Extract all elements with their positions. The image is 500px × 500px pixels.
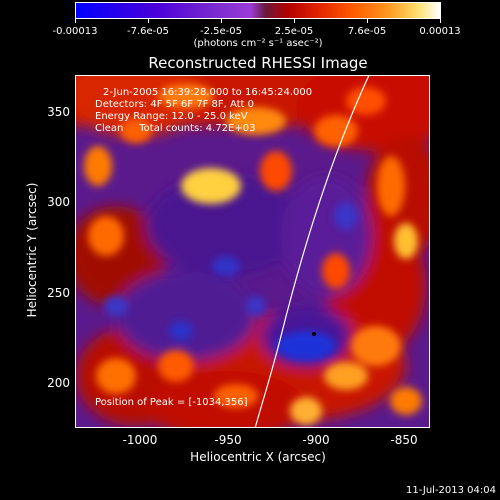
- time-range-line: 2-Jun-2005 16:39:28.000 to 16:45:24.000: [103, 87, 313, 98]
- rhessi-image-panel: [75, 75, 430, 428]
- y-axis-label: Heliocentric Y (arcsec): [25, 182, 39, 318]
- solar-limb-line: [254, 76, 370, 427]
- colorbar-tick-label: 7.6e-05: [347, 26, 387, 37]
- y-tick-label: 250: [47, 286, 70, 300]
- y-tick-label: 300: [47, 195, 70, 209]
- image-title: Reconstructed RHESSI Image: [148, 54, 368, 72]
- x-tick-label: -900: [302, 433, 330, 447]
- rhessi-image: [76, 76, 429, 427]
- colorbar-tick: [294, 19, 295, 23]
- clean-counts-line: Clean Total counts: 4.72E+03: [95, 123, 256, 134]
- colorbar-tick: [367, 19, 368, 23]
- colorbar-unit-label: (photons cm⁻² s⁻¹ asec⁻²): [193, 38, 323, 49]
- colorbar-tick: [75, 19, 76, 23]
- colorbar-tick: [148, 19, 149, 23]
- energy-range-line: Energy Range: 12.0 - 25.0 keV: [95, 111, 248, 122]
- x-axis-label: Heliocentric X (arcsec): [190, 450, 326, 464]
- x-tick-label: -950: [214, 433, 242, 447]
- y-tick-label: 200: [47, 376, 70, 390]
- x-tick-label: -850: [390, 433, 418, 447]
- colorbar-tick: [440, 19, 441, 23]
- colorbar: [75, 2, 441, 19]
- colorbar-tick: [221, 19, 222, 23]
- y-tick-label: 350: [47, 105, 70, 119]
- x-tick-label: -1000: [122, 433, 158, 447]
- colorbar-tick-label: -2.5e-05: [200, 26, 242, 37]
- detectors-line: Detectors: 4F 5F 6F 7F 8F, Att 0: [95, 99, 255, 110]
- peak-marker: [312, 332, 316, 336]
- colorbar-tick-label: 2.5e-05: [274, 26, 314, 37]
- peak-position-label: Position of Peak = [-1034,356]: [95, 397, 248, 408]
- datestamp: 11-Jul-2013 04:04: [405, 485, 496, 496]
- colorbar-tick-label: -7.6e-05: [127, 26, 169, 37]
- colorbar-tick-label: -0.00013: [52, 26, 98, 37]
- colorbar-tick-label: 0.00013: [419, 26, 461, 37]
